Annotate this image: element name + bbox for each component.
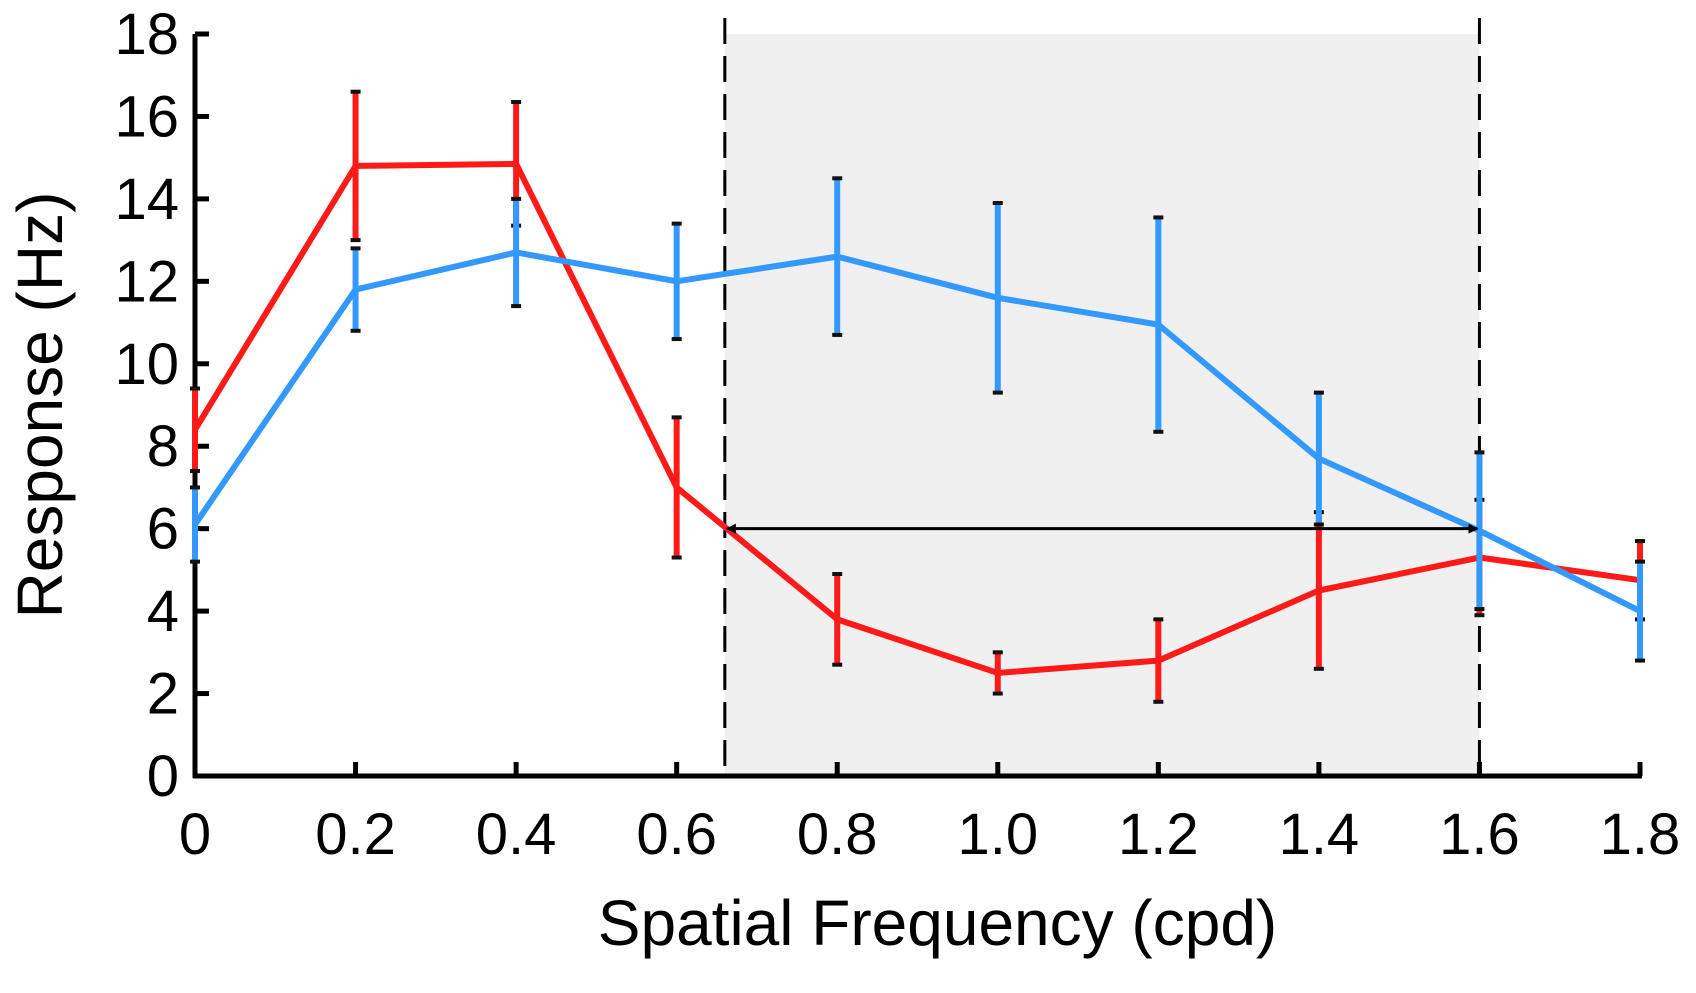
x-tick-label-4: 0.8 [797,802,878,867]
y-tick-label-0: 0 [147,744,179,809]
x-tick-label-1: 0.2 [315,802,396,867]
y-tick-label-8: 16 [114,84,179,149]
x-tick-label-5: 1.0 [957,802,1038,867]
y-axis-title: Response (Hz) [4,192,76,619]
x-tick-label-8: 1.6 [1439,802,1520,867]
y-tick-label-3: 6 [147,497,179,562]
y-tick-label-5: 10 [114,332,179,397]
axes-layer [192,31,1643,779]
x-tick-label-7: 1.4 [1279,802,1360,867]
labels-layer: 0 2 4 6 8 10 12 14 16 18 0 0.2 0.4 0.6 0.8 1.0 1.2 1.4 1.6… [4,2,1680,959]
x-tick-label-0: 0 [179,802,211,867]
y-tick-label-6: 12 [114,249,179,314]
y-tick-label-2: 4 [147,579,179,644]
x-axis-title: Spatial Frequency (cpd) [598,887,1277,959]
y-tick-label-1: 2 [147,662,179,727]
series-line-2 [192,249,1642,614]
dashed-lines-layer [723,18,1481,776]
x-tick-label-9: 1.8 [1600,802,1681,867]
series-layer [190,89,1645,704]
x-tick-label-2: 0.4 [476,802,557,867]
series-2 [190,176,1645,663]
x-tick-label-6: 1.2 [1118,802,1199,867]
x-tick-label-3: 0.6 [636,802,717,867]
shaded-region-layer [724,34,1480,776]
y-tick-label-9: 18 [114,2,179,67]
y-tick-label-4: 8 [147,414,179,479]
shaded-region [724,34,1480,776]
y-tick-label-7: 14 [114,167,179,232]
series-line-1 [192,160,1641,676]
